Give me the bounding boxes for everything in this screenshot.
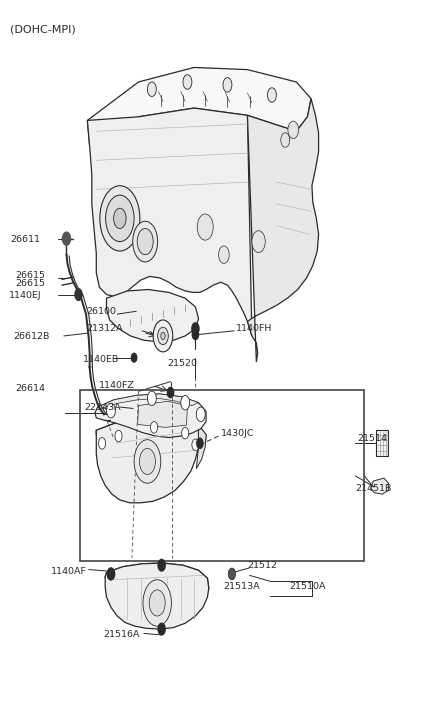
Circle shape: [192, 323, 199, 334]
Circle shape: [219, 246, 229, 263]
Circle shape: [149, 590, 165, 616]
Text: 21512: 21512: [248, 561, 277, 570]
Circle shape: [223, 78, 232, 92]
Polygon shape: [376, 430, 388, 457]
Circle shape: [143, 579, 171, 626]
Text: 21514: 21514: [357, 435, 387, 443]
Circle shape: [99, 438, 106, 449]
Text: 1430JC: 1430JC: [221, 430, 254, 438]
Text: 26100: 26100: [86, 307, 116, 316]
Polygon shape: [248, 99, 318, 362]
Circle shape: [181, 395, 190, 410]
Circle shape: [161, 332, 165, 340]
Circle shape: [183, 75, 192, 89]
Text: 21312A: 21312A: [86, 324, 123, 333]
Polygon shape: [96, 416, 198, 503]
Circle shape: [182, 427, 189, 439]
Polygon shape: [196, 425, 206, 469]
Circle shape: [132, 354, 136, 361]
Text: 21520: 21520: [167, 359, 198, 368]
Text: (DOHC-MPI): (DOHC-MPI): [10, 25, 76, 35]
Circle shape: [100, 185, 140, 251]
Circle shape: [106, 195, 134, 241]
Polygon shape: [107, 289, 198, 342]
Circle shape: [228, 568, 235, 579]
Circle shape: [107, 403, 116, 418]
Circle shape: [192, 439, 199, 451]
Circle shape: [137, 228, 153, 254]
Circle shape: [197, 438, 203, 449]
Circle shape: [62, 232, 70, 245]
Polygon shape: [87, 108, 252, 336]
Text: 26615: 26615: [15, 271, 45, 280]
Text: 21510A: 21510A: [289, 582, 325, 592]
Text: 1140FZ: 1140FZ: [99, 381, 135, 390]
Circle shape: [114, 208, 126, 228]
Circle shape: [107, 568, 115, 579]
Circle shape: [196, 407, 205, 422]
Circle shape: [148, 391, 156, 406]
Polygon shape: [105, 563, 209, 613]
Circle shape: [151, 422, 157, 433]
Circle shape: [134, 440, 161, 483]
Circle shape: [115, 430, 122, 442]
Circle shape: [158, 559, 165, 571]
Text: 1140EJ: 1140EJ: [9, 291, 41, 300]
Circle shape: [192, 329, 198, 340]
Text: 22143A: 22143A: [84, 403, 121, 411]
Circle shape: [252, 230, 265, 252]
Circle shape: [197, 214, 213, 240]
Polygon shape: [87, 68, 311, 146]
Polygon shape: [371, 478, 388, 494]
Circle shape: [75, 289, 82, 300]
Circle shape: [107, 568, 115, 579]
Circle shape: [133, 221, 157, 262]
Polygon shape: [98, 394, 198, 409]
Polygon shape: [138, 401, 187, 427]
Circle shape: [148, 82, 156, 97]
Circle shape: [167, 387, 173, 398]
Text: 26611: 26611: [10, 235, 41, 244]
Text: 21513A: 21513A: [223, 582, 260, 592]
Text: 1140AF: 1140AF: [50, 566, 87, 576]
Polygon shape: [96, 416, 206, 459]
Text: 1140EB: 1140EB: [83, 355, 119, 364]
Text: 21516A: 21516A: [103, 630, 140, 639]
Text: 1140FH: 1140FH: [235, 324, 272, 333]
Text: 26612B: 26612B: [13, 332, 50, 341]
Polygon shape: [95, 394, 206, 438]
Text: 26614: 26614: [15, 385, 45, 393]
Circle shape: [157, 327, 168, 345]
Text: 21451B: 21451B: [355, 483, 392, 493]
Circle shape: [268, 88, 277, 103]
Circle shape: [288, 121, 298, 139]
Polygon shape: [105, 563, 209, 629]
Circle shape: [132, 353, 137, 362]
Circle shape: [140, 449, 155, 475]
Circle shape: [281, 133, 290, 148]
Circle shape: [158, 623, 165, 635]
Circle shape: [153, 320, 173, 352]
Text: 26615: 26615: [15, 279, 45, 288]
